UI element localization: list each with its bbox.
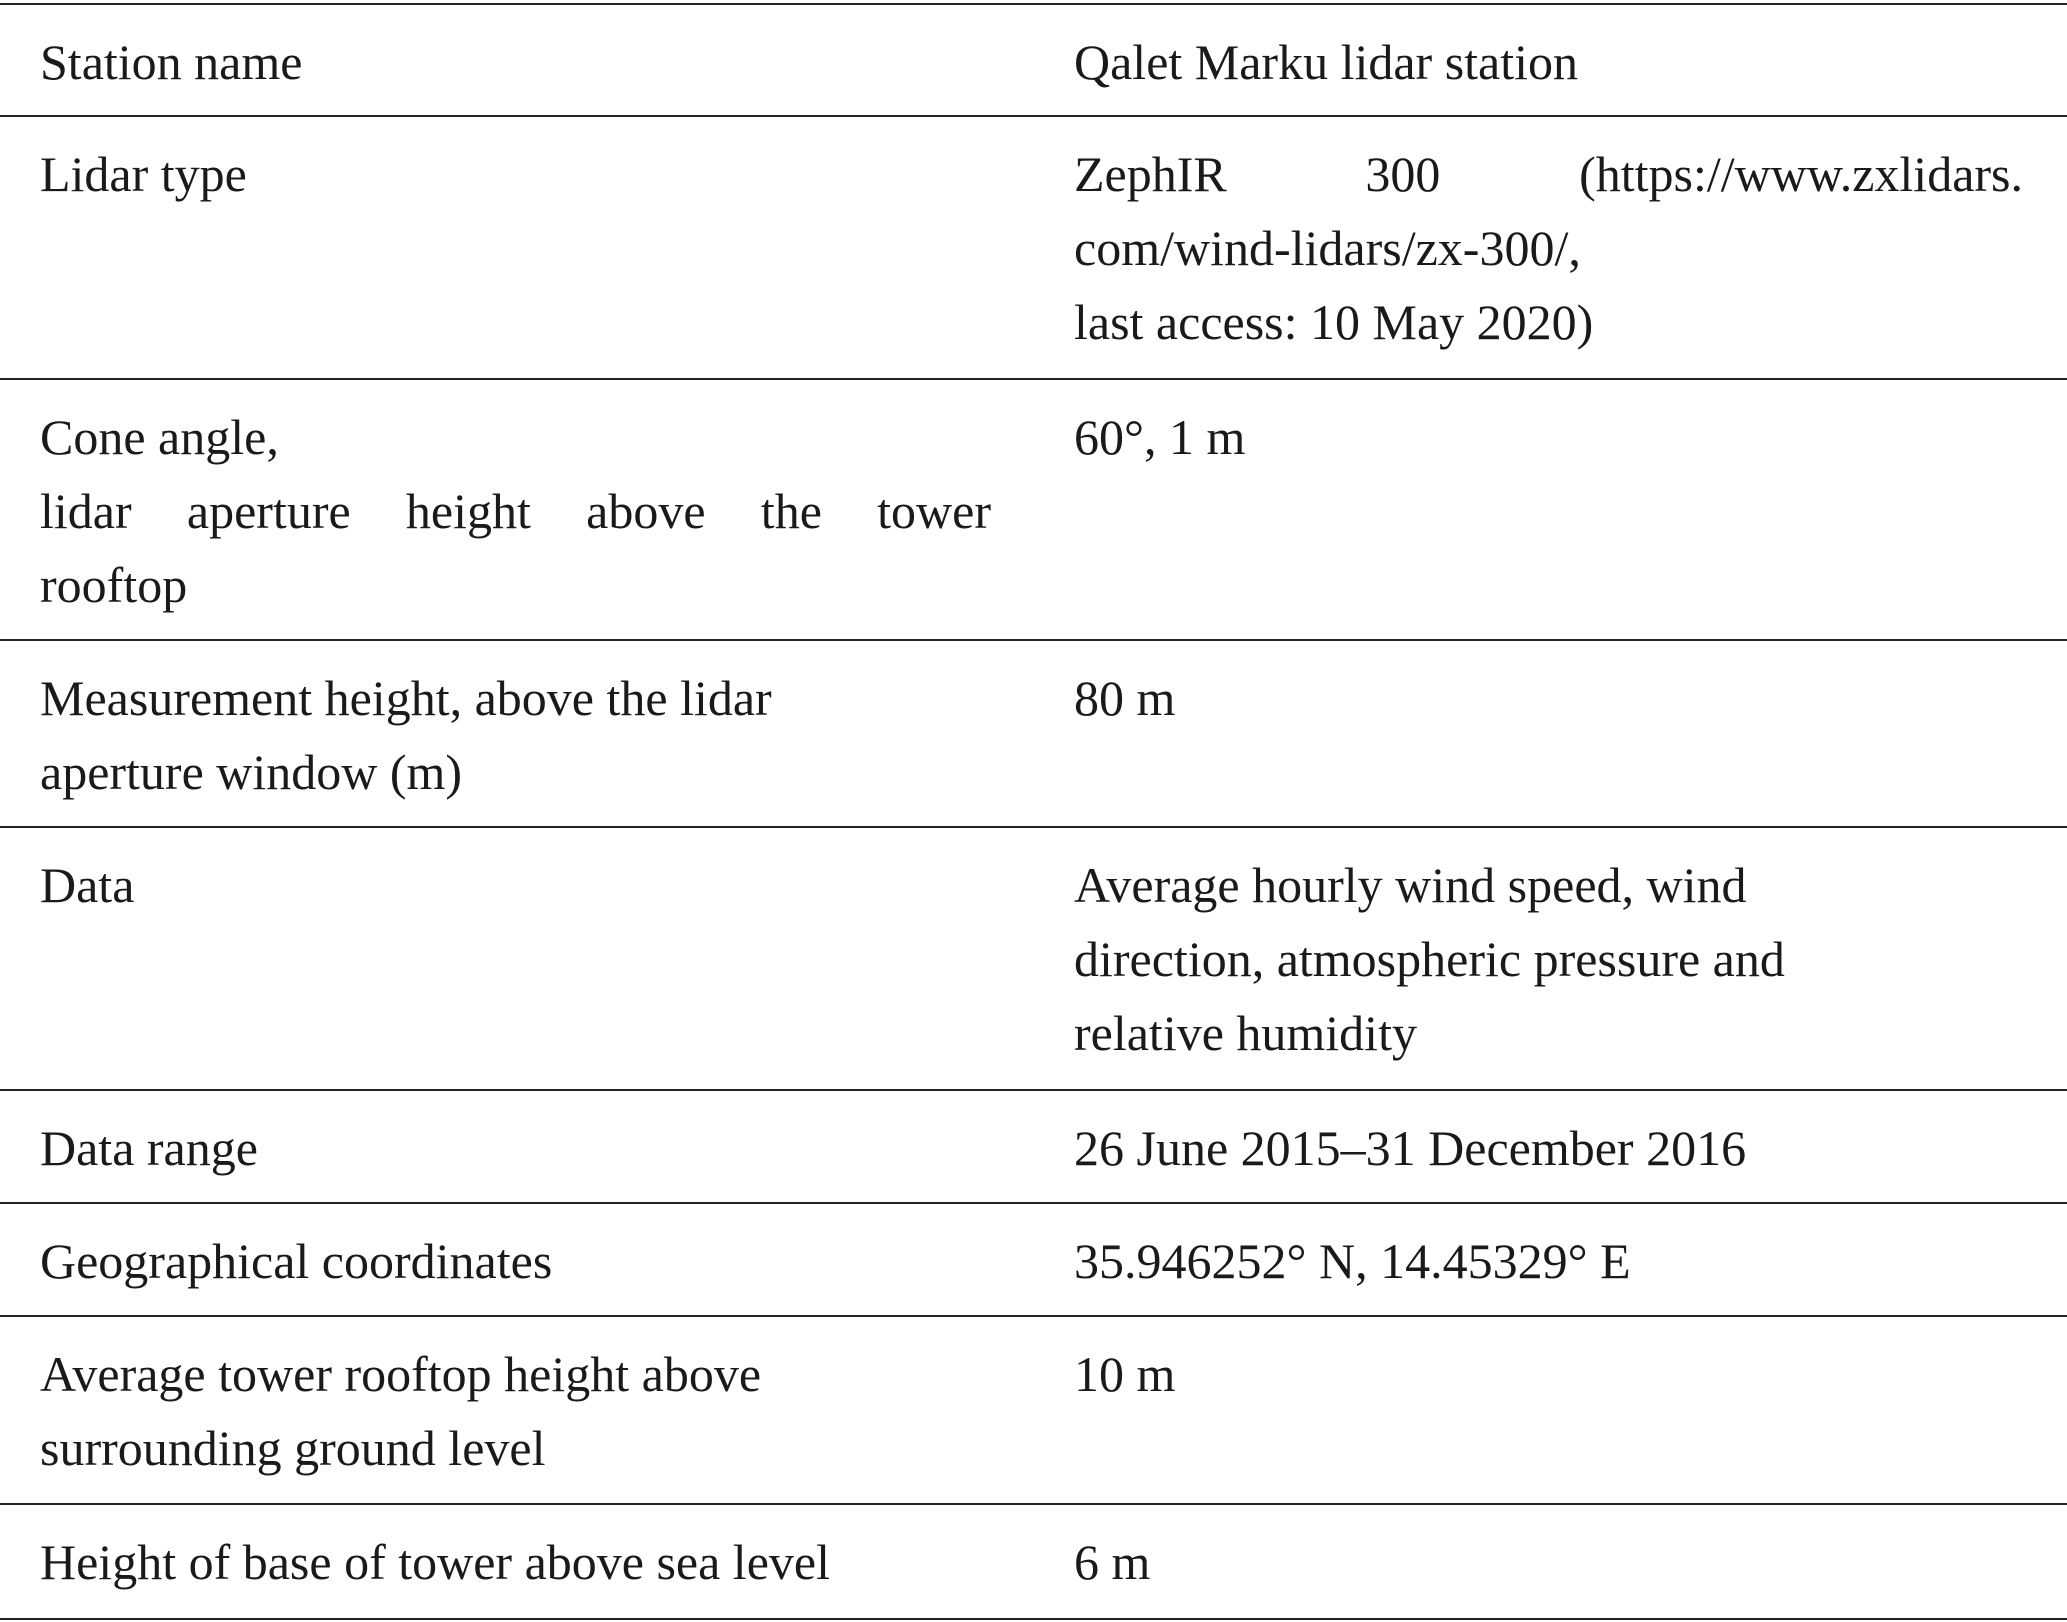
cell-text: Lidar type — [40, 146, 247, 202]
cell-text: ZephIR 300 (https://www.zxlidars. — [1074, 146, 2023, 202]
value-cell: 6 m — [1074, 1525, 2023, 1599]
cell-text: 80 m — [1074, 670, 1176, 726]
cell-text: Height of base of tower above sea level — [40, 1534, 830, 1590]
value-cell: 80 m — [1074, 661, 2023, 735]
cell-text: Data — [40, 857, 135, 913]
cell-text: relative humidity — [1074, 1005, 1417, 1061]
property-cell: Station name — [40, 25, 991, 99]
cell-text: Data range — [40, 1120, 258, 1176]
value-cell: 10 m — [1074, 1337, 2023, 1411]
cell-text: 10 m — [1074, 1346, 1176, 1402]
cell-text: Station name — [40, 34, 303, 90]
table-row: Data range 26 June 2015–31 December 2016 — [0, 1091, 2067, 1204]
property-cell: Geographical coordinates — [40, 1224, 991, 1298]
cell-text: 35.946252° N, 14.45329° E — [1074, 1233, 1631, 1289]
value-cell: ZephIR 300 (https://www.zxlidars. com/win… — [1074, 137, 2023, 359]
value-cell: 60°, 1 m — [1074, 400, 2023, 474]
cell-text: Cone angle, — [40, 409, 279, 465]
table-row: Cone angle, lidar aperture height above t… — [0, 380, 2067, 641]
property-cell: Measurement height, above the lidar apert… — [40, 661, 991, 809]
value-cell: 26 June 2015–31 December 2016 — [1074, 1111, 2023, 1185]
table-row: Height of base of tower above sea level 6… — [0, 1505, 2067, 1620]
cell-text: Qalet Marku lidar station — [1074, 34, 1579, 90]
property-cell: Average tower rooftop height above surrou… — [40, 1337, 991, 1485]
property-cell: Data range — [40, 1111, 991, 1185]
table-row: Lidar type ZephIR 300 (https://www.zxlida… — [0, 117, 2067, 380]
value-cell: 35.946252° N, 14.45329° E — [1074, 1224, 2023, 1298]
value-cell: Average hourly wind speed, wind direction… — [1074, 848, 2023, 1070]
cell-text: aperture window (m) — [40, 744, 463, 800]
cell-text: 6 m — [1074, 1534, 1151, 1590]
property-cell: Height of base of tower above sea level — [40, 1525, 991, 1599]
table-row: Station name Qalet Marku lidar station — [0, 5, 2067, 117]
cell-text: Average tower rooftop height above — [40, 1346, 762, 1402]
table: Station name Qalet Marku lidar station Lid… — [0, 3, 2067, 1620]
cell-text: last access: 10 May 2020) — [1074, 294, 1594, 350]
property-cell: Lidar type — [40, 137, 991, 211]
cell-text: Measurement height, above the lidar — [40, 670, 772, 726]
table-row: Average tower rooftop height above surrou… — [0, 1317, 2067, 1505]
cell-text: Geographical coordinates — [40, 1233, 553, 1289]
table-row: Geographical coordinates 35.946252° N, 14… — [0, 1204, 2067, 1317]
cell-text: 26 June 2015–31 December 2016 — [1074, 1120, 1747, 1176]
table-row: Measurement height, above the lidar apert… — [0, 641, 2067, 828]
value-cell: Qalet Marku lidar station — [1074, 25, 2023, 99]
cell-text: surrounding ground level — [40, 1420, 546, 1476]
property-cell: Data — [40, 848, 991, 922]
cell-text: 60°, 1 m — [1074, 409, 1246, 465]
cell-text: com/wind-lidars/zx-300/, — [1074, 220, 1581, 276]
cell-text: Average hourly wind speed, wind — [1074, 857, 1747, 913]
cell-text: direction, atmospheric pressure and — [1074, 931, 1785, 987]
property-cell: Cone angle, lidar aperture height above t… — [40, 400, 991, 622]
cell-text: rooftop — [40, 557, 188, 613]
cell-text: lidar aperture height above the tower — [40, 483, 991, 539]
table-row: Data Average hourly wind speed, wind direc… — [0, 828, 2067, 1091]
